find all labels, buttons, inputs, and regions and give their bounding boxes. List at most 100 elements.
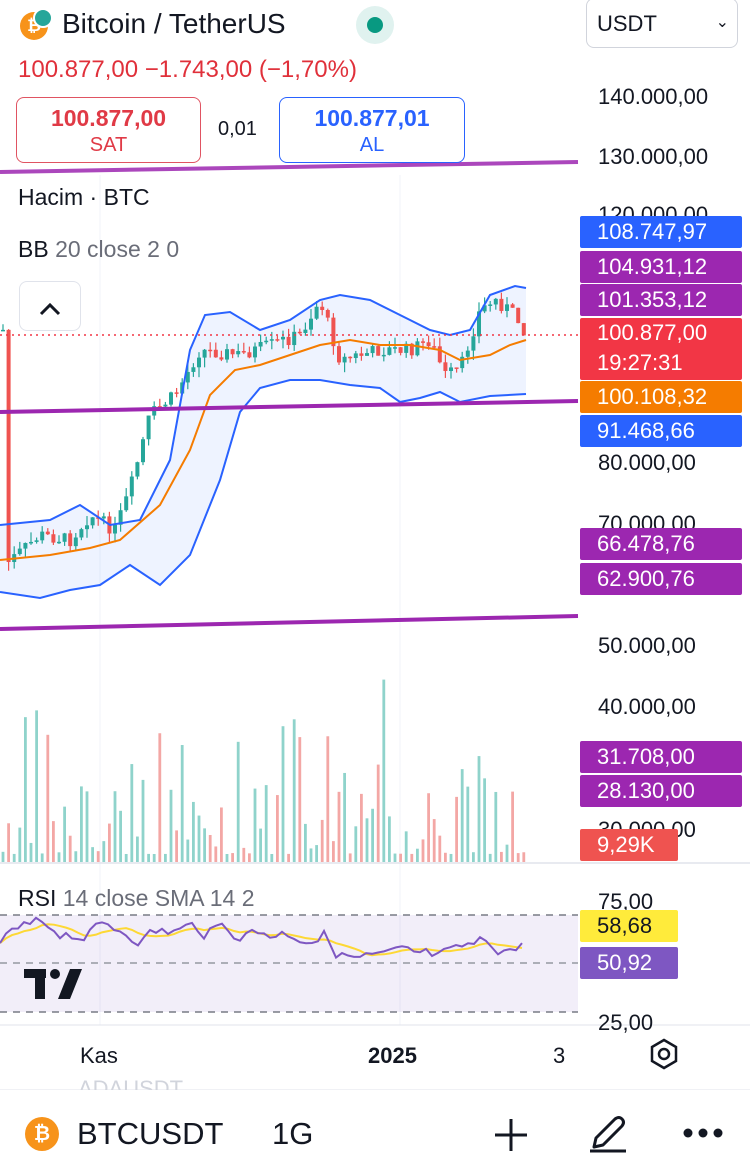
collapse-legend-button[interactable]	[19, 281, 81, 331]
more-icon[interactable]	[683, 1127, 723, 1139]
rsi-params: 14 close SMA 14 2	[62, 885, 255, 911]
volume-bar	[248, 853, 251, 862]
candle-body	[253, 346, 257, 358]
rsi-axis-tick: 75,00	[598, 889, 654, 914]
interval-selector[interactable]: 1G	[272, 1116, 314, 1151]
pencil-icon[interactable]	[586, 1111, 630, 1155]
volume-bar	[281, 726, 285, 862]
volume-bar	[500, 851, 503, 862]
candle-body	[208, 349, 213, 352]
candle-body	[325, 310, 330, 318]
volume-bar	[393, 853, 397, 862]
candle-body	[197, 357, 201, 368]
volume-bar	[147, 853, 150, 862]
volume-bar	[203, 828, 206, 862]
price-tag-trendline: 28.130,00	[580, 775, 742, 807]
price-axis-tick: 130.000,00	[598, 144, 709, 169]
bitcoin-logo-icon: ₿	[25, 1117, 59, 1151]
volume-bar	[40, 853, 44, 862]
plus-icon[interactable]	[492, 1116, 530, 1154]
volume-bar	[1, 851, 5, 862]
rsi-legend[interactable]: RSI 14 close SMA 14 2	[18, 885, 255, 912]
candle-body	[292, 331, 297, 346]
candle-body	[393, 347, 397, 349]
volume-bar	[270, 853, 274, 862]
price-axis-tick: 50.000,00	[598, 633, 696, 658]
volume-bar	[63, 806, 66, 862]
tradingview-logo-icon[interactable]	[22, 965, 86, 1003]
volume-bar	[102, 841, 106, 862]
candle-body	[230, 349, 235, 355]
candle-body	[219, 357, 224, 360]
volume-bar	[214, 846, 218, 862]
volume-bar	[516, 853, 520, 862]
volume-bar	[141, 779, 145, 862]
price-tag-current: 100.877,00 19:27:31	[580, 318, 742, 380]
volume-bar	[113, 791, 117, 862]
chart-settings-icon[interactable]	[648, 1038, 680, 1070]
candle-body	[135, 462, 140, 477]
volume-bar	[18, 827, 22, 862]
volume-bar	[348, 853, 352, 862]
candle-body	[342, 356, 347, 363]
buy-button[interactable]: 100.877,01 AL	[279, 97, 465, 163]
volume-bar	[483, 778, 486, 862]
price-tag-trendline: 31.708,00	[580, 741, 742, 773]
candle-body	[499, 298, 504, 311]
candle-body	[73, 537, 78, 547]
candle-body	[443, 362, 448, 372]
candle-body	[113, 524, 117, 534]
candle-body	[157, 406, 162, 408]
candle-body	[174, 392, 179, 394]
candle-body	[241, 351, 246, 353]
volume-bar	[169, 789, 173, 862]
symbol-title[interactable]: Bitcoin / TetherUS	[62, 8, 286, 39]
volume-bar	[438, 835, 442, 862]
rsi-value-tag: 50,92	[580, 947, 678, 979]
volume-bar	[360, 793, 363, 862]
candle-body	[482, 305, 487, 312]
price-change-summary: 100.877,00 −1.743,00 (−1,70%)	[18, 56, 357, 83]
symbol-selector[interactable]: BTCUSDT	[77, 1116, 224, 1151]
volume-bar	[427, 793, 430, 862]
volume-bars	[1, 679, 526, 862]
candle-body	[493, 298, 498, 305]
rsi-sma-tag: 58,68	[580, 910, 678, 942]
candle-body	[426, 342, 431, 347]
candle-body	[286, 336, 291, 346]
bollinger-band-fill	[0, 286, 526, 598]
candle-body	[275, 339, 280, 341]
trendline-middle[interactable]	[0, 399, 579, 414]
candle-body	[90, 517, 95, 526]
sell-label: SAT	[89, 134, 128, 156]
volume-bar	[449, 853, 453, 862]
currency-select[interactable]: USDT ⌄	[586, 0, 738, 48]
volume-bar	[259, 828, 262, 862]
volume-legend[interactable]: Hacim · BTC	[18, 184, 150, 210]
candle-body	[141, 439, 145, 463]
sell-button[interactable]: 100.877,00 SAT	[16, 97, 201, 163]
volume-bar	[29, 842, 33, 862]
volume-bar	[494, 791, 498, 862]
volume-bar	[208, 834, 212, 862]
volume-bar	[35, 710, 38, 862]
candle-body	[370, 346, 375, 354]
bollinger-basis-line	[0, 338, 527, 561]
sell-price: 100.877,00	[50, 105, 167, 131]
price-tag-bb-lower: 91.468,66	[580, 415, 742, 447]
candle-body	[337, 346, 341, 363]
volume-bar	[488, 853, 492, 862]
volume-bar	[264, 785, 268, 862]
candle-body	[432, 346, 437, 348]
volume-bar	[444, 852, 447, 862]
volume-bar	[108, 823, 111, 862]
bollinger-legend[interactable]: BB 20 close 2 0	[18, 236, 179, 263]
volume-bar	[52, 821, 55, 862]
candle-body	[236, 351, 241, 355]
trendline-bottom[interactable]	[0, 614, 579, 631]
candle-body	[225, 349, 229, 360]
trendline-top[interactable]	[0, 160, 579, 174]
candle-body	[471, 336, 476, 351]
bb-name: BB	[18, 236, 49, 262]
